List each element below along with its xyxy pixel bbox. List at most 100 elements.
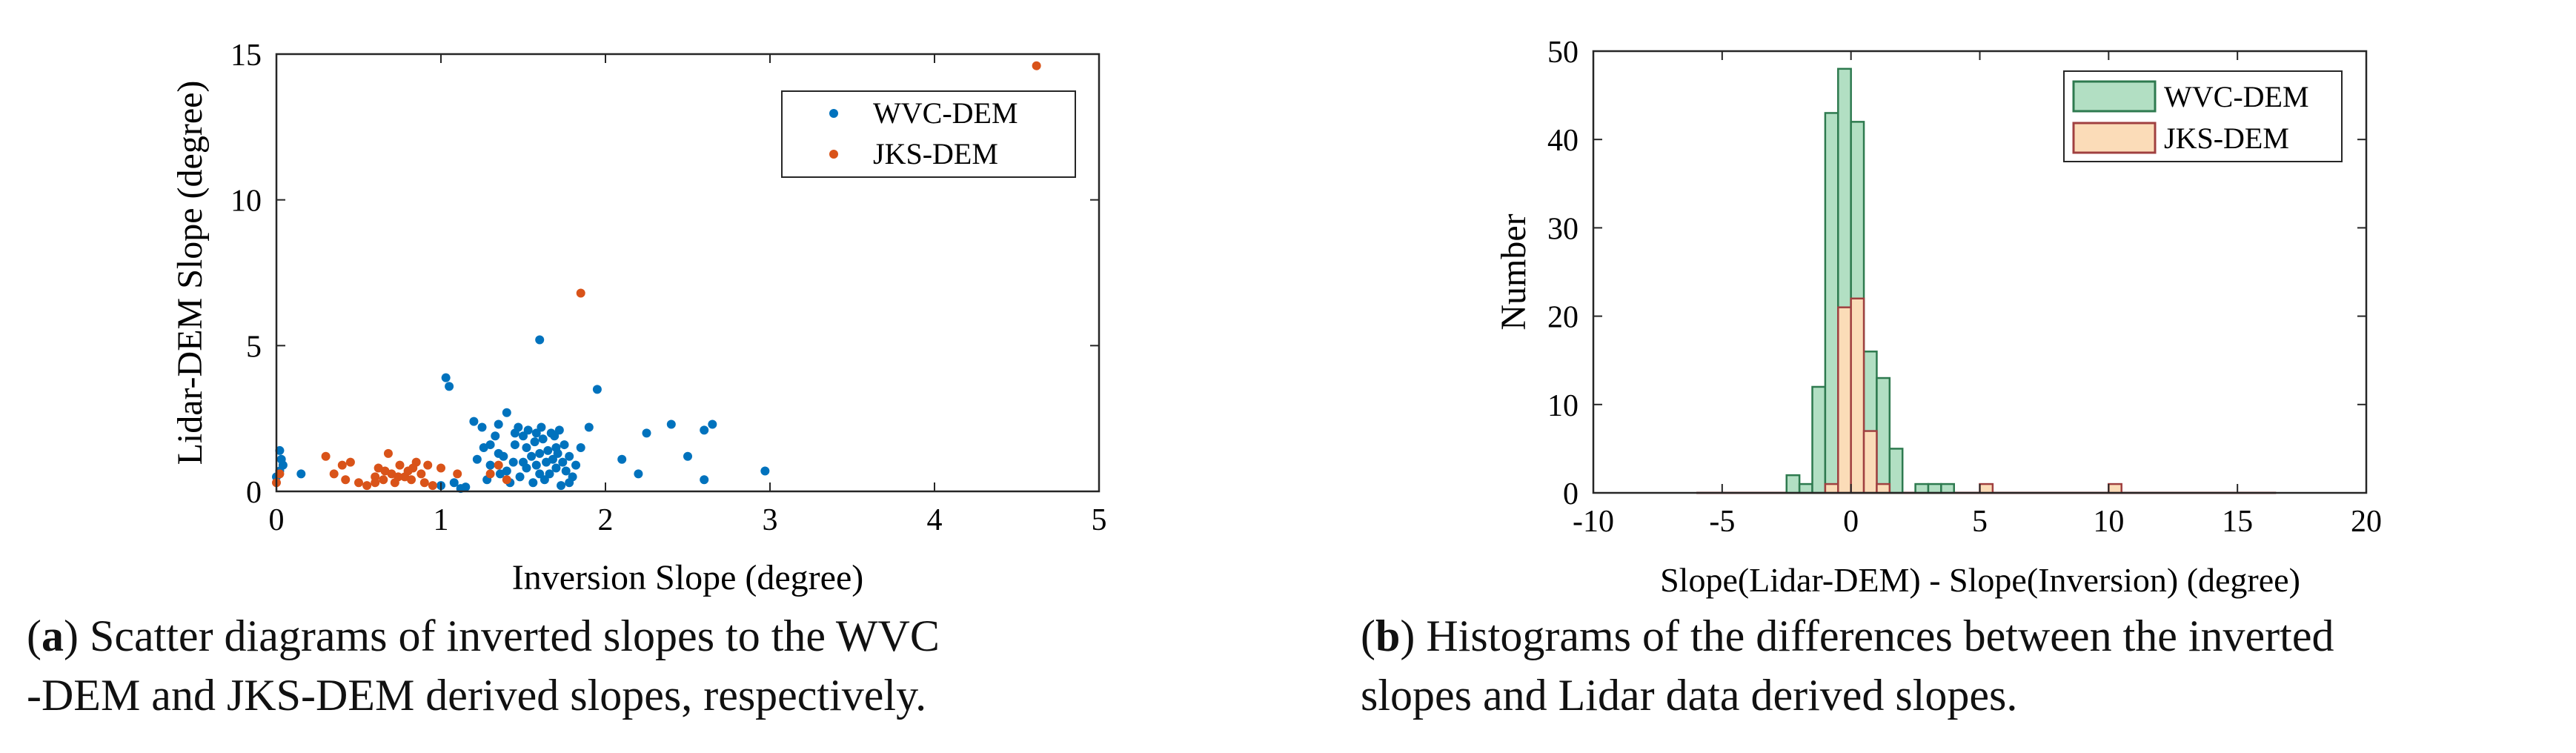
scatter-point-wvc-dem [642, 428, 651, 438]
x-axis-label-a: Inversion Slope (degree) [512, 558, 864, 597]
scatter-point-wvc-dem [666, 419, 676, 429]
scatter-point-wvc-dem [554, 425, 564, 435]
scatter-point-wvc-dem [538, 434, 548, 444]
scatter-point-jks-dem [345, 457, 355, 467]
x-tick-label-b: 5 [1972, 505, 1988, 539]
scatter-point-wvc-dem [445, 382, 454, 391]
scatter-point-jks-dem [428, 481, 437, 491]
legend-swatch-wvc-b [2072, 80, 2157, 113]
scatter-point-jks-dem [362, 481, 372, 491]
y-tick-label-b: 40 [1547, 124, 1579, 158]
caption-a-line1: (a) Scatter diagrams of inverted slopes … [27, 611, 940, 660]
x-tick-label-b: 15 [2222, 505, 2253, 539]
scatter-point-wvc-dem [700, 475, 709, 485]
x-tick-label-b: 20 [2351, 505, 2382, 539]
x-tick-label-a: 4 [927, 503, 943, 537]
histogram-bar-wvc-dem [1876, 376, 1891, 494]
scatter-point-wvc-dem [571, 460, 581, 470]
scatter-point-wvc-dem [592, 385, 602, 394]
caption-a: (a) Scatter diagrams of inverted slopes … [27, 606, 1249, 725]
caption-b: (b) Histograms of the differences betwee… [1361, 606, 2569, 725]
caption-b-line1: (b) Histograms of the differences betwee… [1361, 611, 2334, 660]
scatter-point-jks-dem [380, 466, 390, 476]
legend-label-jks-a: JKS-DEM [873, 137, 998, 170]
scatter-point-wvc-dem [617, 454, 627, 464]
scatter-point-wvc-dem [576, 443, 585, 452]
scatter-point-jks-dem [379, 475, 388, 485]
scatter-point-jks-dem [371, 478, 380, 488]
caption-b-tag: b [1375, 611, 1401, 660]
y-tick-label-b: 0 [1563, 477, 1579, 511]
scatter-point-jks-dem [416, 469, 426, 479]
x-axis-label-b: Slope(Lidar-DEM) - Slope(Inversion) (deg… [1660, 561, 2300, 599]
x-tick-label-a: 2 [598, 503, 614, 537]
plot-frame-a [275, 53, 1101, 493]
scatter-point-wvc-dem [683, 451, 692, 461]
scatter-point-wvc-dem [519, 431, 528, 441]
scatter-point-wvc-dem [495, 469, 505, 479]
caption-a-tag: a [41, 611, 64, 660]
scatter-point-wvc-dem [528, 478, 538, 488]
y-tick-label-b: 20 [1547, 301, 1579, 335]
scatter-point-jks-dem [407, 475, 416, 485]
y-tick-label-a: 5 [246, 330, 262, 364]
scatter-point-jks-dem [383, 448, 393, 458]
scatter-point-wvc-dem [565, 478, 574, 488]
scatter-point-jks-dem [502, 475, 511, 485]
scatter-point-wvc-dem [545, 469, 554, 479]
legend-marker-wvc-a [829, 109, 838, 118]
scatter-point-wvc-dem [537, 422, 546, 432]
histogram-bar-jks-dem [1824, 482, 1839, 494]
scatter-point-jks-dem [419, 478, 429, 488]
scatter-point-wvc-dem [560, 440, 569, 450]
legend-b: WVC-DEM JKS-DEM [2063, 70, 2343, 162]
scatter-point-wvc-dem [565, 451, 574, 461]
histogram-bar-wvc-dem [1888, 448, 1904, 494]
scatter-point-wvc-dem [485, 460, 495, 470]
scatter-point-wvc-dem [553, 448, 562, 458]
legend-box-a [781, 90, 1076, 178]
x-tick-label-a: 1 [434, 503, 449, 537]
scatter-point-jks-dem [354, 478, 363, 488]
y-tick-label-a: 15 [230, 39, 262, 73]
histogram-bar-wvc-dem [1940, 482, 1955, 494]
scatter-point-wvc-dem [477, 422, 487, 432]
x-tick-label-b: 0 [1843, 505, 1859, 539]
scatter-point-wvc-dem [491, 431, 500, 441]
x-tick-label-a: 0 [269, 503, 285, 537]
scatter-point-wvc-dem [550, 431, 560, 441]
caption-a-text: ) Scatter diagrams of inverted slopes to… [63, 611, 940, 660]
scatter-point-wvc-dem [531, 428, 541, 438]
scatter-point-jks-dem [1032, 61, 1041, 70]
scatter-point-wvc-dem [472, 454, 482, 464]
scatter-point-wvc-dem [530, 437, 540, 447]
histogram-bar-jks-dem [1837, 306, 1852, 494]
histogram-bar-wvc-dem [1798, 482, 1813, 494]
x-tick-label-a: 5 [1092, 503, 1107, 537]
caption-b-line2: slopes and Lidar data derived slopes. [1361, 671, 2018, 720]
scatter-point-wvc-dem [700, 425, 709, 435]
scatter-point-wvc-dem [522, 443, 531, 452]
scatter-point-wvc-dem [527, 451, 537, 461]
histogram-bar-wvc-dem [1785, 474, 1801, 494]
scatter-point-wvc-dem [535, 448, 545, 458]
scatter-point-wvc-dem [479, 443, 488, 452]
scatter-point-wvc-dem [515, 472, 525, 482]
scatter-point-wvc-dem [449, 478, 459, 488]
scatter-point-wvc-dem [461, 482, 471, 492]
x-tick-label-a: 3 [763, 503, 778, 537]
caption-b-text: ) Histograms of the differences between … [1400, 611, 2334, 660]
scatter-point-jks-dem [423, 460, 433, 470]
scatter-point-wvc-dem [296, 469, 306, 479]
scatter-point-wvc-dem [584, 422, 594, 432]
histogram-bar-wvc-dem [1927, 482, 1942, 494]
histogram-bar-wvc-dem [1811, 385, 1827, 494]
legend-marker-jks-a [829, 150, 838, 159]
scatter-point-wvc-dem [522, 463, 531, 473]
legend-label-wvc-b: WVC-DEM [2164, 80, 2309, 113]
histogram-bar-jks-dem [1850, 297, 1865, 494]
scatter-point-wvc-dem [551, 463, 561, 473]
histogram-bar-jks-dem [1862, 430, 1878, 494]
